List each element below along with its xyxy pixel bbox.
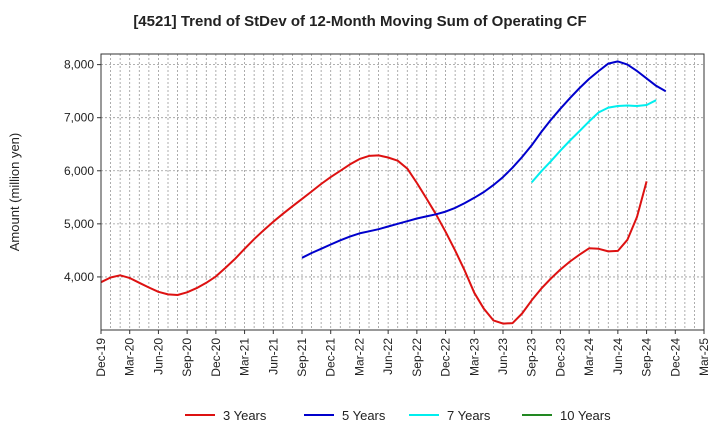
x-tick-label: Sep-23 <box>525 338 539 377</box>
x-tick-label: Sep-20 <box>180 338 194 377</box>
x-tick-label: Sep-22 <box>410 338 424 377</box>
x-tick-label: Dec-23 <box>553 338 567 377</box>
y-axis-label: Amount (million yen) <box>7 133 22 252</box>
x-tick-label: Jun-24 <box>611 338 625 375</box>
x-tick-label: Mar-25 <box>697 338 711 376</box>
grid <box>100 54 705 330</box>
x-tick-label: Jun-23 <box>496 338 510 375</box>
x-tick-label: Dec-20 <box>209 338 223 377</box>
legend: 3 Years 5 Years 7 Years 10 Years <box>185 408 611 423</box>
x-tick-label: Jun-21 <box>266 338 280 375</box>
legend-label-10-years: 10 Years <box>560 408 611 423</box>
y-tick-label: 5,000 <box>64 217 94 231</box>
plot-area <box>101 54 704 330</box>
x-tick-label: Dec-22 <box>439 338 453 377</box>
x-tick-label: Mar-23 <box>467 338 481 376</box>
series-layer <box>100 60 667 325</box>
y-tick-label: 8,000 <box>64 58 94 72</box>
x-tick-label: Mar-20 <box>123 338 137 376</box>
legend-label-7-years: 7 Years <box>447 408 491 423</box>
series-line-5-years <box>301 60 667 259</box>
legend-label-3-years: 3 Years <box>223 408 267 423</box>
x-tick-label: Dec-21 <box>324 338 338 377</box>
plot-border <box>100 53 705 331</box>
x-tick-label: Jun-20 <box>151 338 165 375</box>
y-tick-label: 7,000 <box>64 111 94 125</box>
y-tick-label: 6,000 <box>64 164 94 178</box>
x-tick-label: Mar-24 <box>582 338 596 376</box>
x-tick-label: Dec-24 <box>668 338 682 377</box>
y-axis: 4,000 5,000 6,000 7,000 8,000 <box>64 58 101 284</box>
x-tick-label: Mar-21 <box>238 338 252 376</box>
x-tick-label: Mar-22 <box>352 338 366 376</box>
series-line-7-years <box>530 99 657 184</box>
x-tick-label: Sep-21 <box>295 338 309 377</box>
chart-title: [4521] Trend of StDev of 12-Month Moving… <box>133 13 586 30</box>
y-tick-label: 4,000 <box>64 270 94 284</box>
x-tick-label: Jun-22 <box>381 338 395 375</box>
legend-label-5-years: 5 Years <box>342 408 386 423</box>
series-line-3-years <box>100 154 648 325</box>
x-tick-label: Dec-19 <box>94 338 108 377</box>
x-tick-label: Sep-24 <box>640 338 654 377</box>
x-axis: Dec-19 Mar-20 Jun-20 Sep-20 Dec-20 Mar-21 Jun-… <box>94 330 711 377</box>
